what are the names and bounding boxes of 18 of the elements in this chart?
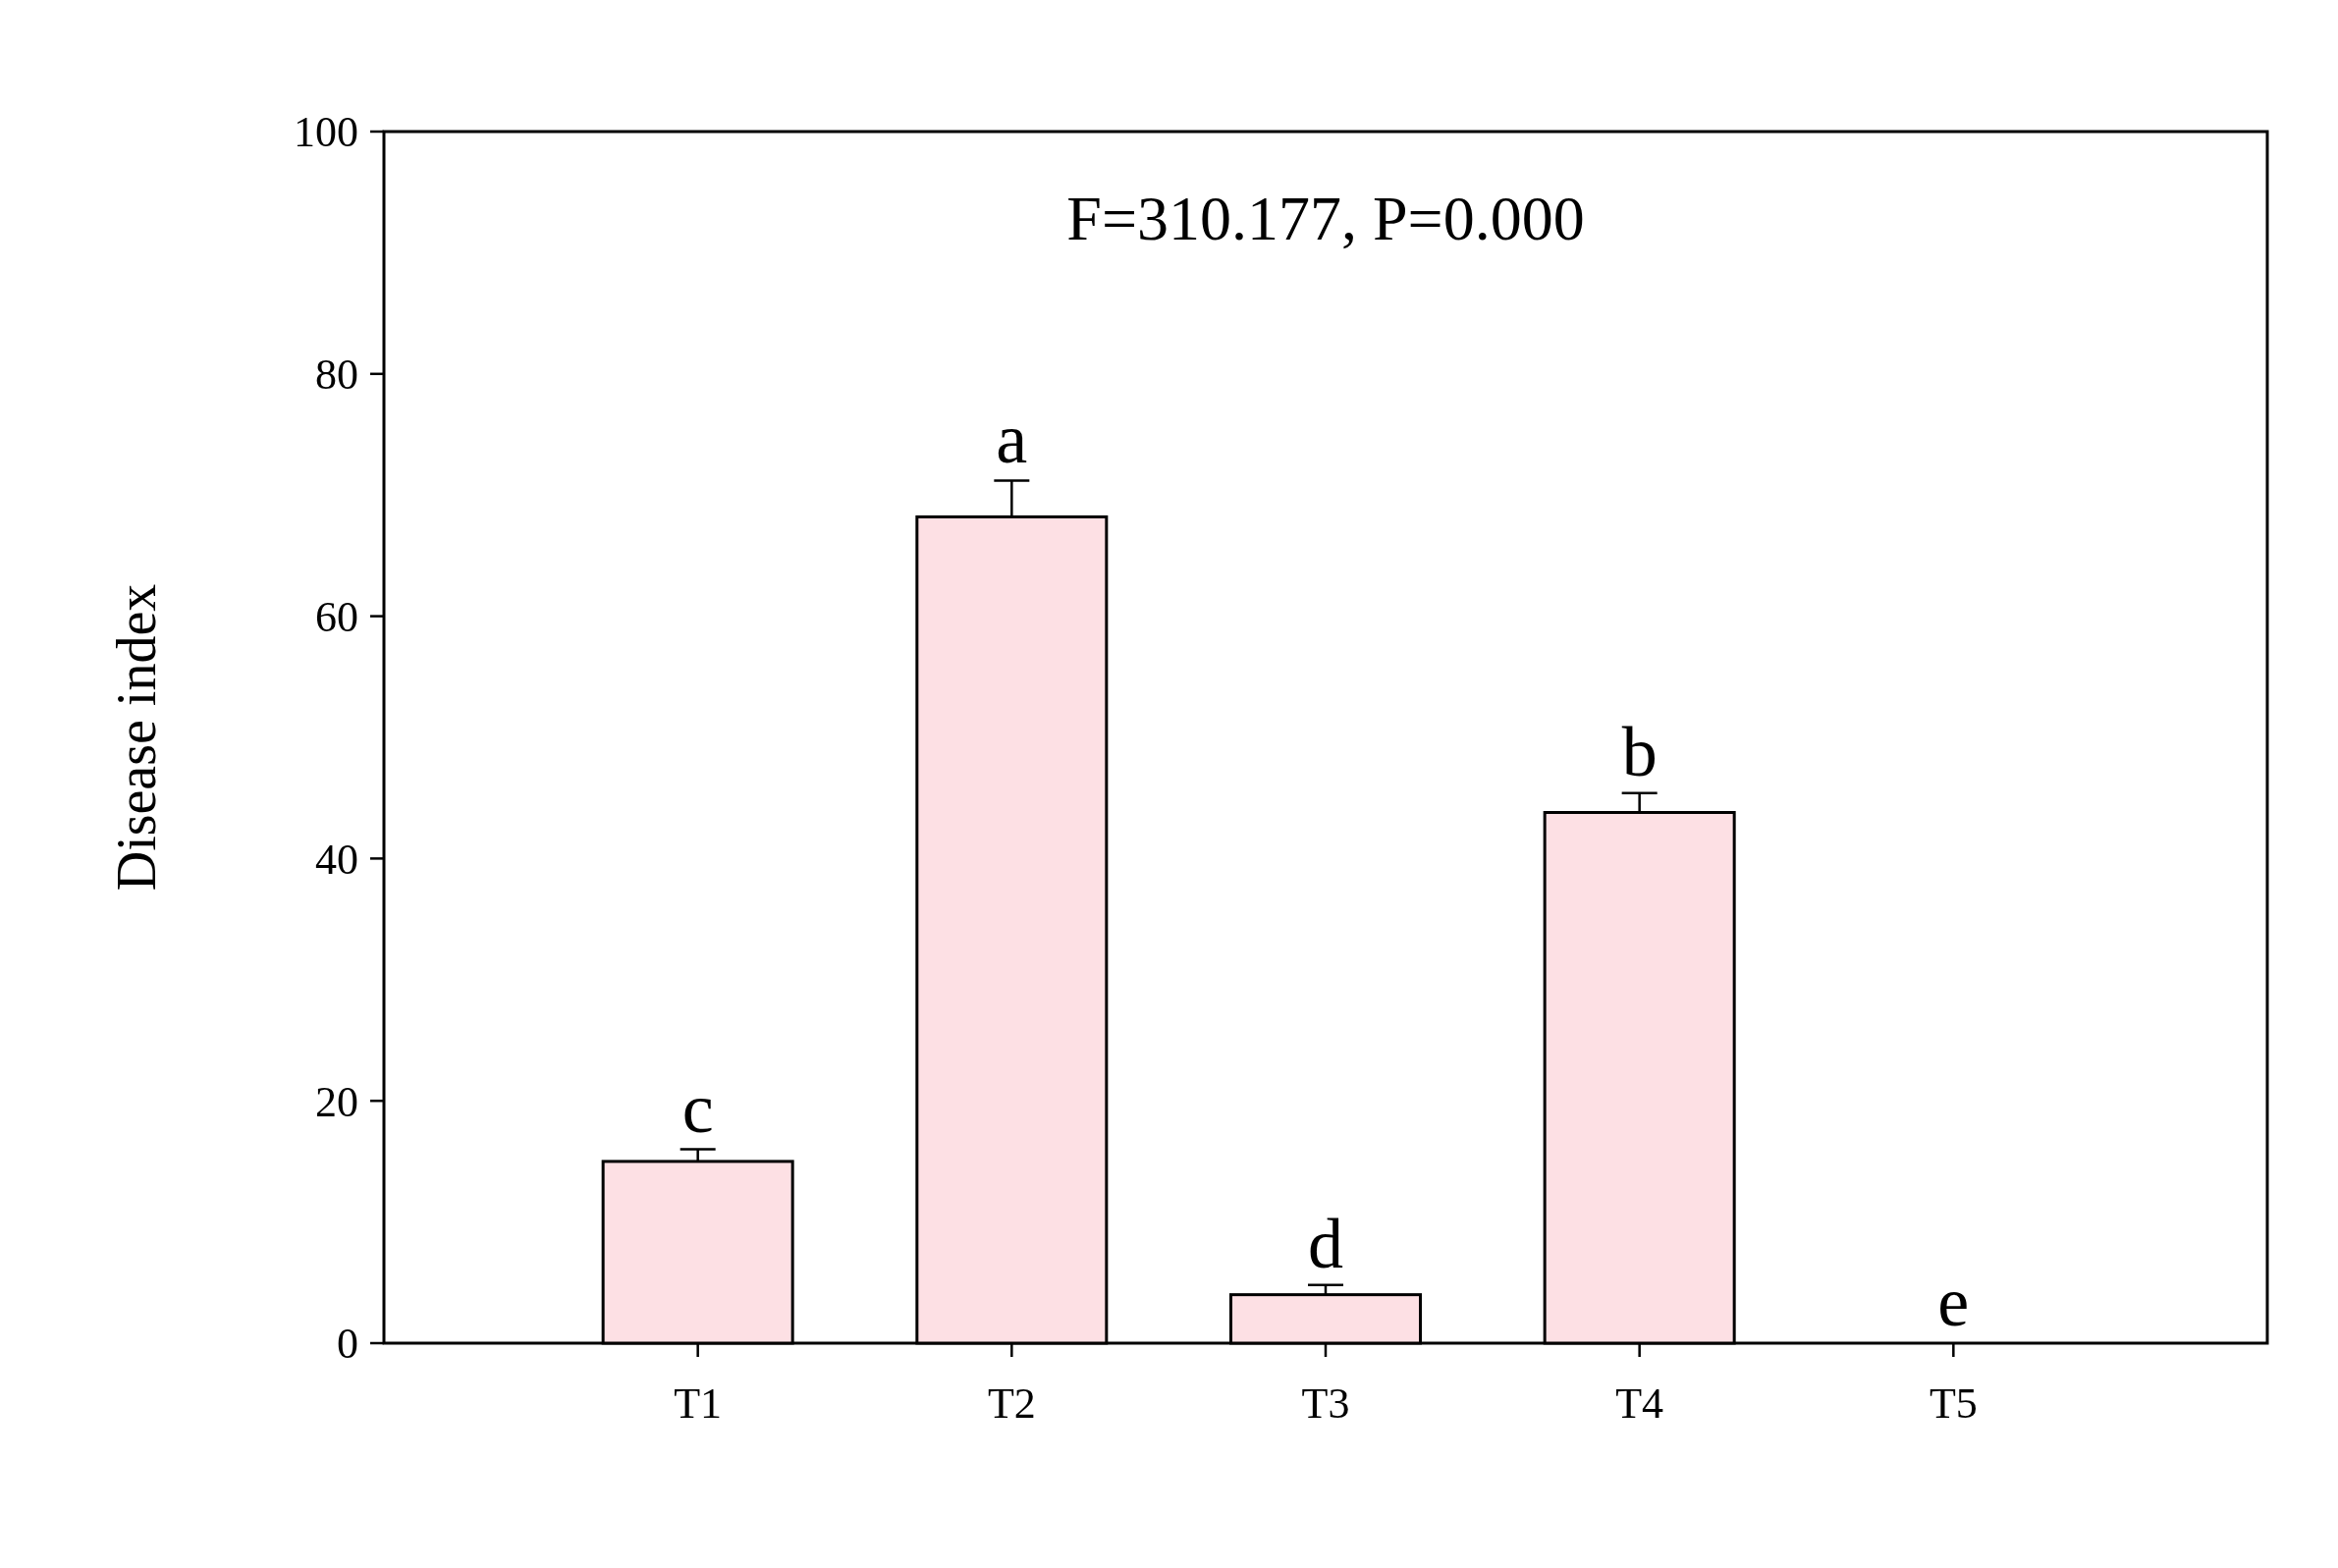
x-tick-label: T2: [987, 1379, 1036, 1428]
x-tick-label: T1: [674, 1379, 723, 1428]
y-tick-label: 100: [294, 108, 358, 157]
x-tick-label: T3: [1301, 1379, 1350, 1428]
annotation: e: [1937, 1263, 1970, 1341]
y-tick-label: 40: [315, 835, 358, 884]
y-tick-label: 0: [337, 1320, 358, 1369]
x-tick-label: T5: [1929, 1379, 1978, 1428]
annotation: F=310.177, P=0.000: [1066, 184, 1585, 253]
annotation: c: [681, 1068, 714, 1148]
y-tick-label: 80: [315, 351, 358, 400]
y-tick-label: 20: [315, 1077, 358, 1126]
annotation: a: [996, 400, 1028, 479]
x-tick-label: T4: [1615, 1379, 1664, 1428]
y-axis-title: Disease index: [106, 583, 167, 892]
y-tick-label: 60: [315, 593, 358, 641]
annotation: b: [1621, 712, 1658, 791]
annotation: d: [1308, 1204, 1343, 1283]
